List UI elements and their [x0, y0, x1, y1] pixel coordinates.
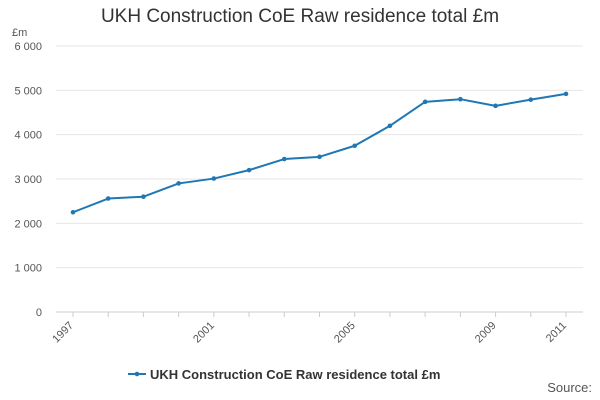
- data-point: [317, 154, 322, 160]
- data-point: [281, 156, 287, 162]
- x-tick-label: 2009: [473, 320, 499, 346]
- x-tick-label: 2011: [544, 320, 569, 345]
- y-tick-label: 4 000: [14, 130, 42, 142]
- data-point: [105, 196, 111, 201]
- source-label: Source:: [547, 380, 592, 395]
- y-tick-label: 0: [36, 307, 42, 319]
- x-tick-label: 2005: [332, 320, 358, 346]
- data-point: [70, 209, 76, 215]
- y-axis-unit-label: £m: [12, 27, 27, 39]
- data-point: [458, 96, 463, 102]
- data-point: [528, 97, 534, 102]
- data-point: [211, 176, 217, 181]
- y-tick-label: 3 000: [14, 174, 42, 186]
- series-line: [72, 92, 567, 214]
- legend-marker: [134, 371, 140, 377]
- data-point: [493, 103, 498, 109]
- y-tick-label: 1 000: [14, 263, 42, 275]
- x-tick-label: 1997: [50, 320, 76, 346]
- y-tick-label: 2 000: [14, 218, 42, 230]
- data-point: [141, 194, 146, 200]
- data-point: [422, 99, 428, 105]
- x-tick-label: 2001: [191, 320, 217, 346]
- chart-title: UKH Construction CoE Raw residence total…: [100, 6, 500, 27]
- data-point: [387, 123, 393, 129]
- data-point: [563, 91, 569, 97]
- legend-label: UKH Construction CoE Raw residence total…: [150, 367, 440, 382]
- data-point: [246, 167, 252, 173]
- data-point: [352, 143, 358, 149]
- y-tick-label: 6 000: [14, 41, 42, 53]
- y-tick-label: 5 000: [14, 85, 42, 97]
- data-point: [176, 181, 181, 186]
